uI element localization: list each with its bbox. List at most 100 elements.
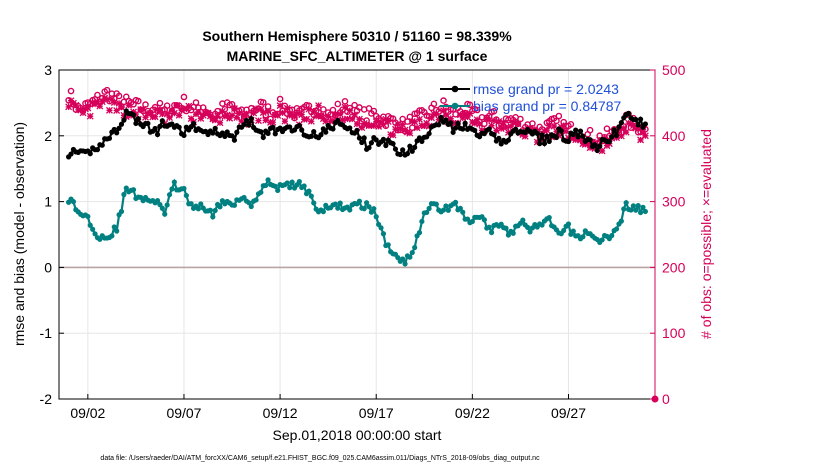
rmse-point xyxy=(212,125,218,131)
rmse-point xyxy=(573,127,579,133)
rmse-point xyxy=(448,120,454,126)
rmse-point xyxy=(633,116,639,123)
evaluated-obs-marker xyxy=(307,117,315,125)
evaluated-obs-marker xyxy=(620,124,628,132)
bias-point xyxy=(171,179,177,185)
bias-point xyxy=(618,218,624,224)
right-axis-label: # of obs: o=possible; ×=evaluated xyxy=(698,129,714,339)
rmse-point xyxy=(404,151,411,157)
evaluated-obs-marker xyxy=(641,132,649,140)
evaluated-obs-marker xyxy=(324,112,332,120)
bias-point xyxy=(289,179,295,185)
right-tick-label: 100 xyxy=(662,325,686,341)
rmse-point xyxy=(546,138,552,145)
rmse-point xyxy=(505,137,512,143)
evaluated-obs-marker xyxy=(466,110,474,117)
evaluated-obs-marker xyxy=(526,124,534,132)
evaluated-obs-marker xyxy=(288,111,296,119)
evaluated-obs-marker xyxy=(122,113,130,121)
data-file-footer: data file: /Users/raeder/DAI/ATM_forcXX/… xyxy=(100,455,540,462)
bias-point xyxy=(181,185,187,192)
evaluated-obs-marker xyxy=(269,118,277,126)
rmse-point xyxy=(397,151,403,158)
rmse-point xyxy=(412,144,418,150)
evaluated-obs-marker xyxy=(346,107,354,115)
rmse-point xyxy=(635,122,641,128)
evaluated-obs-marker xyxy=(492,127,500,135)
rmse-point xyxy=(455,120,461,126)
evaluated-obs-marker xyxy=(497,125,505,133)
bias-point xyxy=(364,200,370,206)
rmse-point xyxy=(145,120,151,127)
rmse-point xyxy=(462,120,468,126)
bias-point xyxy=(92,231,98,237)
evaluated-obs-marker xyxy=(512,119,520,127)
bias-point xyxy=(426,205,432,212)
bias-point xyxy=(212,207,218,214)
evaluated-obs-marker xyxy=(170,109,178,117)
evaluated-obs-marker xyxy=(187,115,195,123)
bias-point xyxy=(409,249,415,256)
evaluated-obs-marker xyxy=(281,117,289,125)
evaluated-obs-marker xyxy=(339,116,347,124)
rmse-point xyxy=(87,151,93,157)
evaluated-obs-marker xyxy=(327,117,335,125)
bias-point xyxy=(308,193,314,199)
possible-obs-marker xyxy=(320,106,327,113)
bias-point xyxy=(416,230,423,236)
bias-point xyxy=(635,202,641,209)
rmse-point xyxy=(409,148,415,154)
evaluated-obs-marker xyxy=(550,122,558,130)
rmse-point xyxy=(419,138,425,144)
bias-point xyxy=(347,207,353,213)
evaluated-obs-marker xyxy=(358,124,366,132)
x-tick-label: 09/17 xyxy=(359,405,394,421)
evaluated-obs-marker xyxy=(416,115,423,123)
rmse-point xyxy=(308,133,314,139)
left-tick-label: 0 xyxy=(44,259,52,275)
rmse-point xyxy=(390,141,396,147)
bias-point xyxy=(520,217,526,223)
evaluated-obs-marker xyxy=(96,102,104,110)
evaluated-obs-marker xyxy=(315,102,323,110)
evaluated-obs-marker xyxy=(103,96,111,104)
rmse-point xyxy=(450,129,456,135)
possible-obs-marker xyxy=(440,97,447,104)
evaluated-obs-marker xyxy=(632,124,640,132)
bias-point xyxy=(527,229,533,235)
rmse-point xyxy=(366,145,372,151)
bias-point xyxy=(419,218,425,225)
evaluated-obs-marker xyxy=(252,105,260,113)
rmse-point xyxy=(181,132,187,139)
legend-rmse-marker xyxy=(451,85,459,93)
evaluated-obs-marker xyxy=(218,107,226,115)
rmse-point xyxy=(356,135,363,141)
bias-point xyxy=(561,227,567,234)
bias-point xyxy=(70,199,77,205)
rmse-point xyxy=(373,137,379,143)
possible-obs-marker xyxy=(192,99,200,106)
evaluated-obs-marker xyxy=(343,115,351,123)
rmse-point xyxy=(241,121,247,128)
evaluated-obs-marker xyxy=(360,120,368,127)
rmse-point xyxy=(231,137,238,143)
evaluated-obs-marker xyxy=(637,136,645,144)
possible-obs-marker xyxy=(180,93,188,101)
bias-point xyxy=(637,209,644,216)
rmse-point xyxy=(452,125,459,131)
evaluated-obs-marker xyxy=(93,98,101,106)
evaluated-obs-marker xyxy=(209,115,217,123)
bias-point xyxy=(296,178,302,185)
bias-point xyxy=(154,198,161,204)
bias-point xyxy=(633,207,639,213)
evaluated-obs-marker xyxy=(488,122,496,130)
rmse-point xyxy=(361,135,367,141)
bias-point xyxy=(445,207,451,213)
evaluated-obs-marker xyxy=(353,120,361,128)
evaluated-obs-marker xyxy=(156,107,164,114)
rmse-point xyxy=(210,130,216,136)
left-tick-label: -2 xyxy=(40,391,53,407)
rmse-point xyxy=(121,117,127,123)
evaluated-obs-marker xyxy=(175,111,183,119)
rmse-point xyxy=(625,110,632,116)
